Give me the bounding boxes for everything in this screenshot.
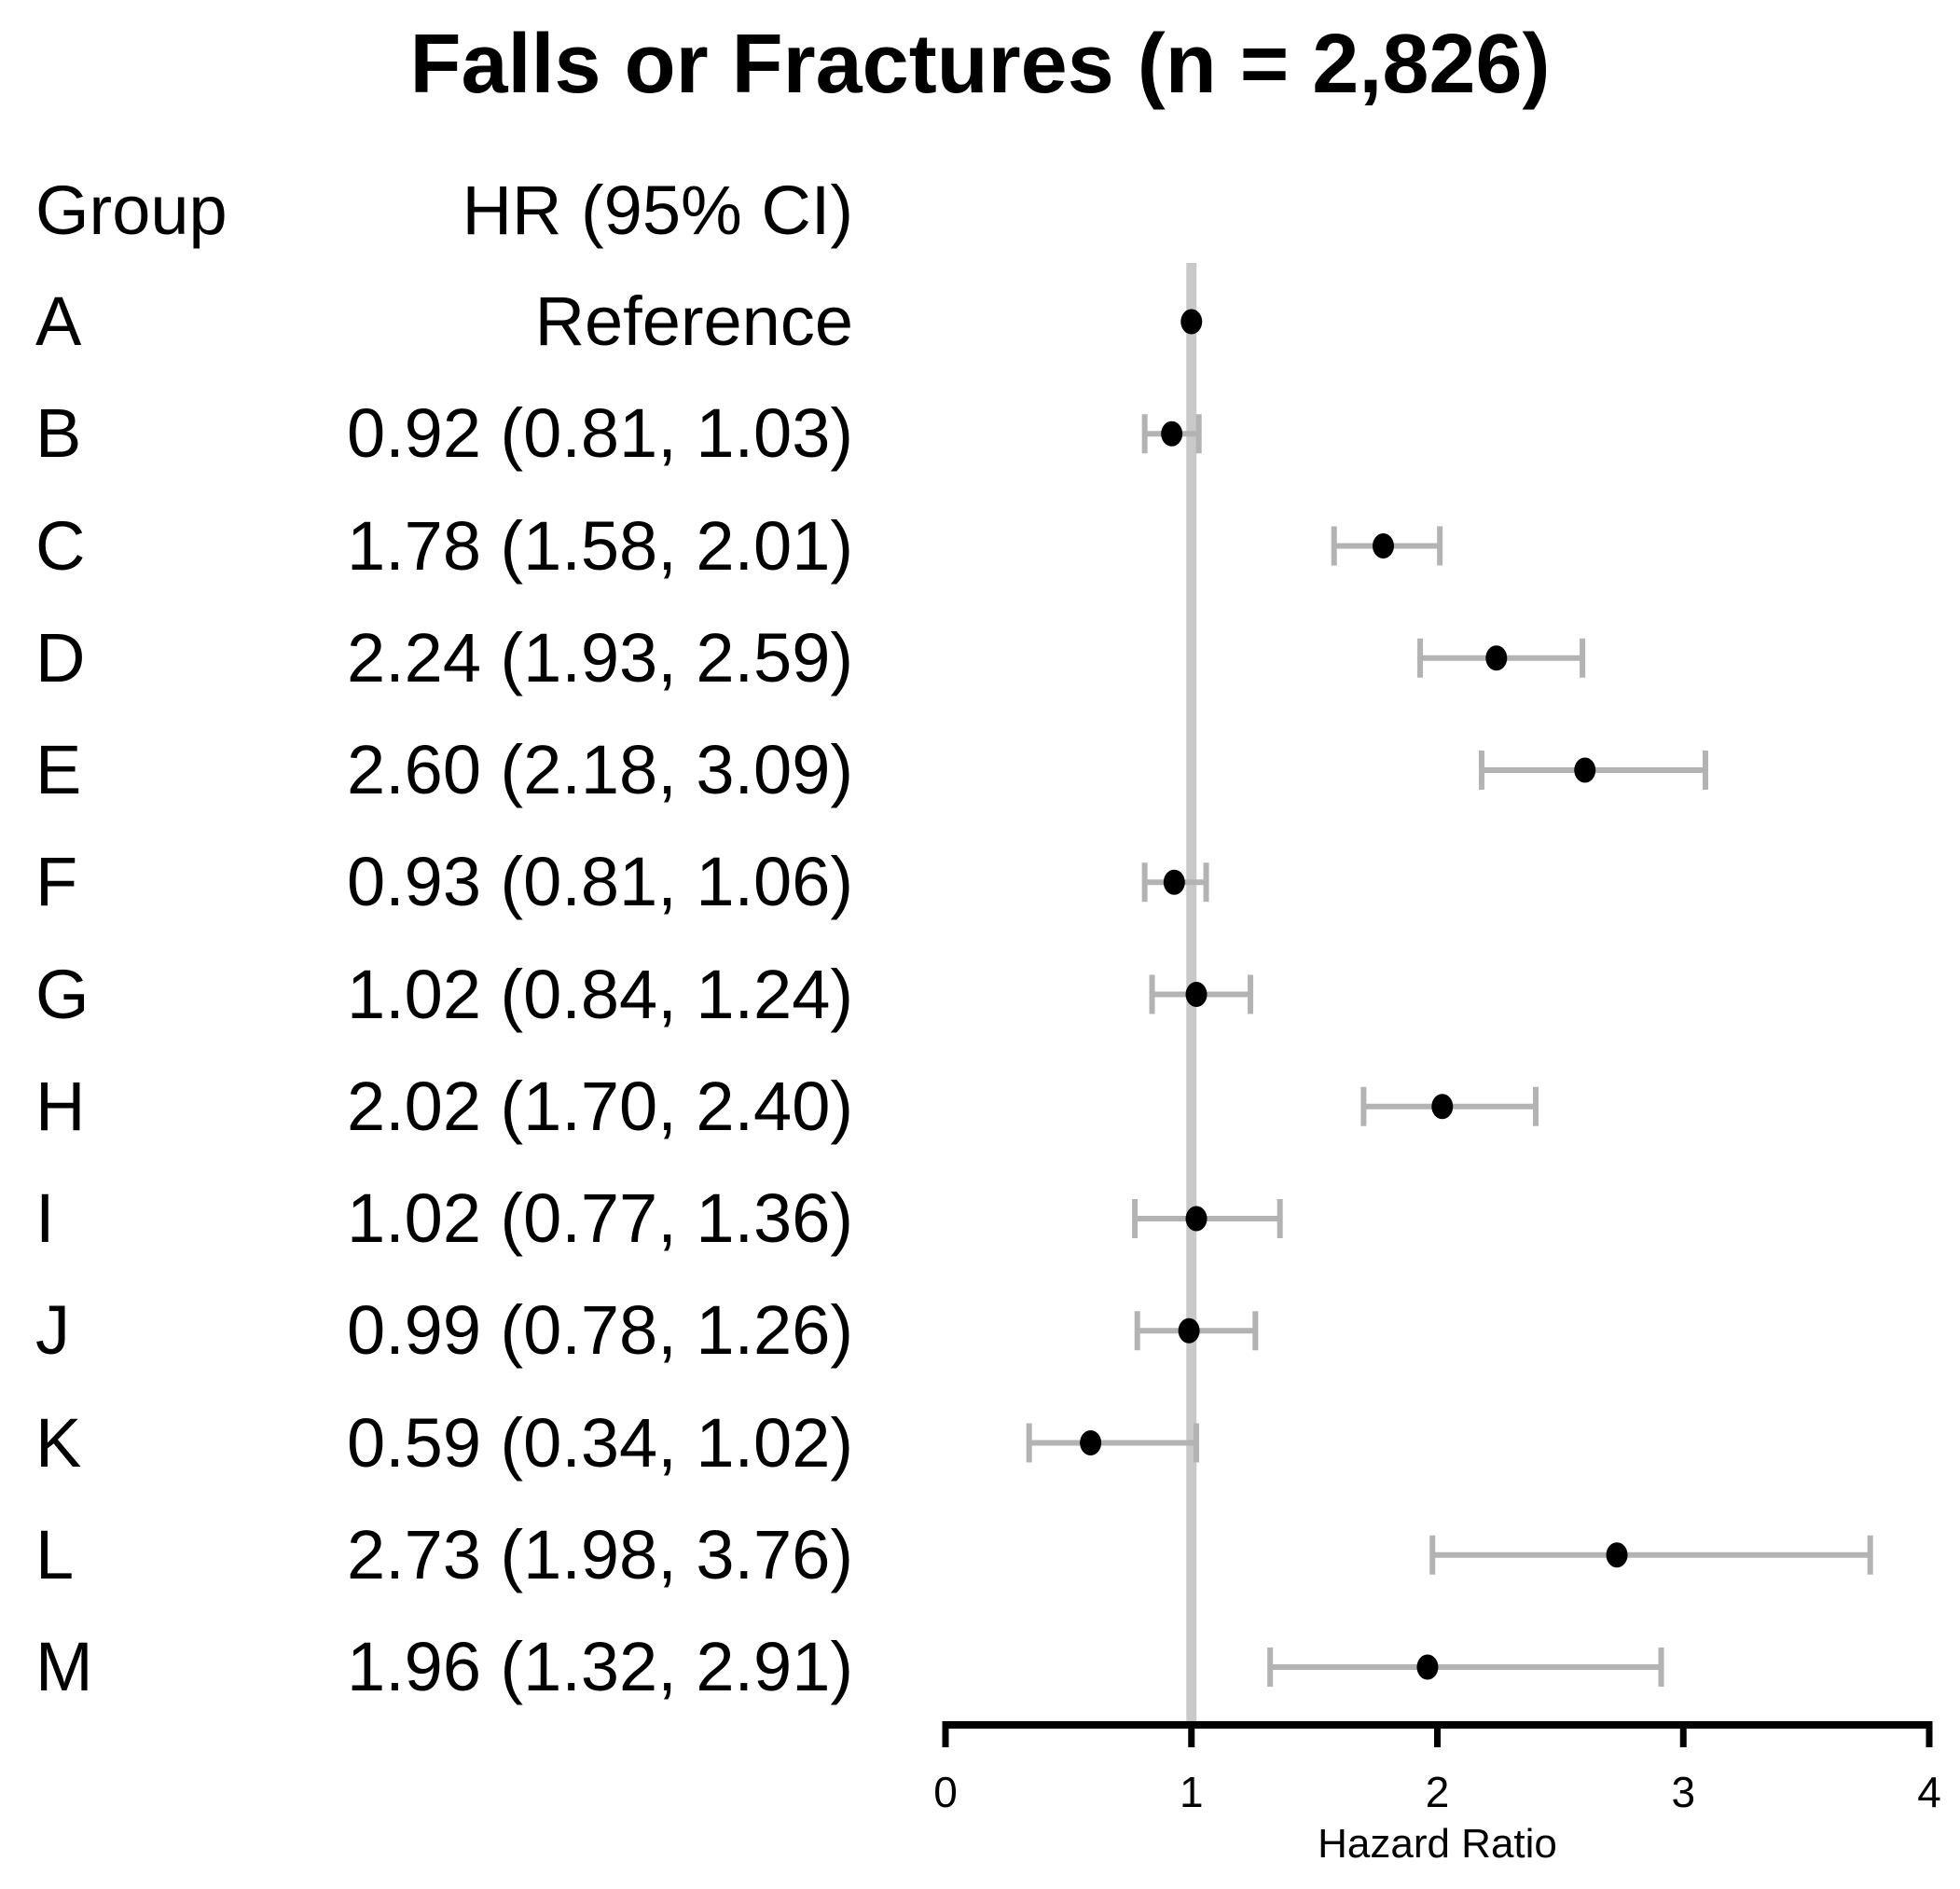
- group-column-header: Group: [35, 172, 228, 249]
- x-axis-title: Hazard Ratio: [1318, 1821, 1557, 1867]
- x-tick-label: 1: [1180, 1768, 1204, 1816]
- hr-ci-value: 2.24 (1.93, 2.59): [346, 618, 853, 696]
- marker-dot: [1080, 1430, 1102, 1455]
- group-label: L: [35, 1515, 75, 1593]
- marker-dot: [1431, 1094, 1454, 1120]
- marker-dot: [1606, 1542, 1628, 1568]
- group-label: C: [35, 506, 86, 585]
- hr-ci-value: 2.73 (1.98, 3.76): [346, 1515, 853, 1593]
- hr-ci-value: 0.59 (0.34, 1.02): [346, 1403, 853, 1482]
- group-label: F: [35, 843, 78, 921]
- x-tick-label: 4: [1917, 1768, 1941, 1816]
- marker-dot: [1185, 982, 1208, 1007]
- hr-ci-value: Reference: [534, 283, 853, 360]
- group-label: G: [35, 955, 90, 1033]
- hr-ci-value: 0.92 (0.81, 1.03): [346, 394, 853, 473]
- x-tick-label: 2: [1426, 1768, 1450, 1816]
- group-label: I: [35, 1179, 55, 1257]
- marker-dot: [1574, 757, 1596, 783]
- marker-dot: [1416, 1654, 1439, 1680]
- hr-ci-value: 1.02 (0.84, 1.24): [346, 955, 853, 1033]
- group-label: H: [35, 1067, 86, 1145]
- group-label: K: [35, 1403, 82, 1482]
- hr-ci-value: 0.93 (0.81, 1.06): [346, 843, 853, 921]
- hr-ci-value: 2.02 (1.70, 2.40): [346, 1067, 853, 1145]
- group-label: E: [35, 731, 82, 808]
- marker-dot: [1180, 309, 1203, 335]
- marker-dot: [1163, 869, 1185, 895]
- hr-ci-value: 1.02 (0.77, 1.36): [346, 1179, 853, 1257]
- group-label: J: [35, 1291, 70, 1370]
- hr-ci-value: 2.60 (2.18, 3.09): [346, 731, 853, 808]
- group-label: B: [35, 394, 82, 473]
- marker-dot: [1485, 645, 1508, 671]
- group-label: M: [35, 1628, 93, 1705]
- group-label: A: [35, 283, 82, 360]
- hr-ci-value: 1.96 (1.32, 2.91): [346, 1628, 853, 1705]
- hr-ci-value: 0.99 (0.78, 1.26): [346, 1291, 853, 1370]
- marker-dot: [1178, 1317, 1200, 1344]
- x-tick-label: 3: [1671, 1768, 1695, 1816]
- marker-dot: [1185, 1206, 1208, 1232]
- group-label: D: [35, 618, 86, 696]
- hr-column-header: HR (95% CI): [462, 172, 853, 249]
- marker-dot: [1161, 421, 1183, 447]
- x-tick-label: 0: [933, 1768, 958, 1816]
- figure-title: Falls or Fractures (n = 2,826): [409, 18, 1551, 111]
- marker-dot: [1372, 533, 1394, 558]
- hr-ci-value: 1.78 (1.58, 2.01): [346, 506, 853, 585]
